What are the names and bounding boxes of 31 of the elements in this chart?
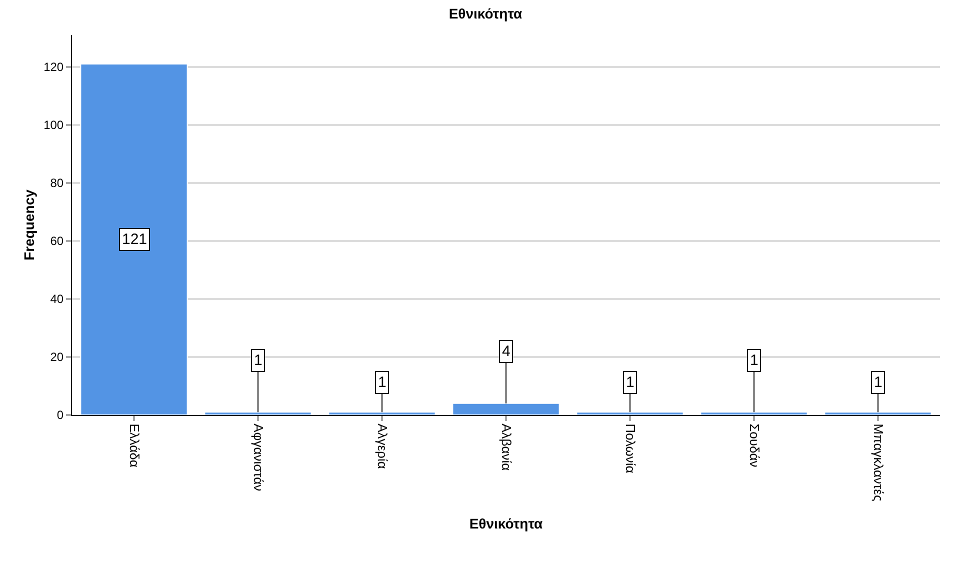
chart-title: Εθνικότητα <box>448 5 523 22</box>
bar <box>700 412 808 415</box>
y-tick-label: 0 <box>56 408 64 422</box>
y-tick-label: 80 <box>50 176 64 190</box>
bar <box>328 412 436 415</box>
data-label: 4 <box>502 343 510 360</box>
y-tick-label: 40 <box>50 292 64 306</box>
data-label: 1 <box>254 352 262 369</box>
x-tick-label: Πολωνία <box>622 424 638 474</box>
data-label: 121 <box>122 231 148 248</box>
y-tick-label: 60 <box>50 234 64 248</box>
x-tick-label: Αλβανία <box>498 424 514 472</box>
bar <box>452 402 560 415</box>
x-tick-label: Αφγανιστάν <box>250 424 266 492</box>
x-tick-label: Μπαγκλαντές <box>870 424 886 502</box>
x-tick-label: Αλγερία <box>374 424 390 470</box>
bar <box>204 412 312 415</box>
x-axis-title: Εθνικότητα <box>469 516 544 532</box>
data-label: 1 <box>378 374 386 391</box>
x-tick-label: Σουδάν <box>746 424 762 468</box>
data-label: 1 <box>874 374 882 391</box>
y-tick-label: 120 <box>44 60 64 74</box>
bar <box>80 64 188 415</box>
y-tick-label: 100 <box>44 118 64 132</box>
bar <box>824 412 932 415</box>
data-label: 1 <box>750 352 758 369</box>
y-axis-title: Frequency <box>21 189 37 260</box>
data-label: 1 <box>626 374 634 391</box>
y-tick-label: 20 <box>50 350 64 364</box>
x-tick-label: Ελλάδα <box>126 424 142 468</box>
bar <box>576 412 684 415</box>
